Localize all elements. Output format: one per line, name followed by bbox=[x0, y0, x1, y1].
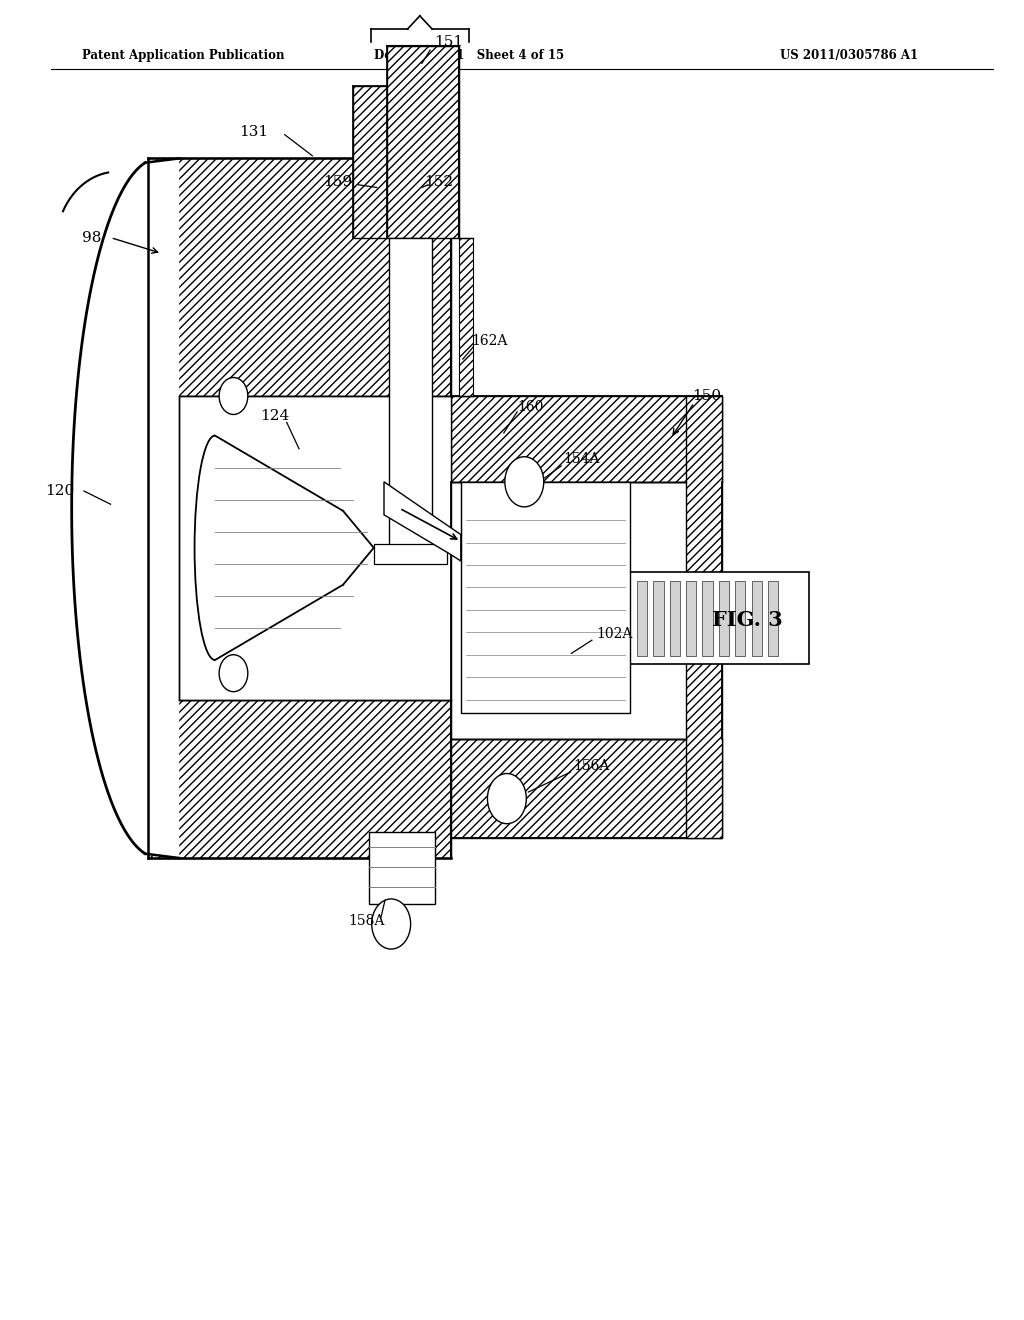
Text: Patent Application Publication: Patent Application Publication bbox=[82, 49, 285, 62]
Bar bbox=[369, 832, 435, 904]
Text: 152: 152 bbox=[424, 176, 453, 189]
Text: 162A: 162A bbox=[471, 334, 508, 347]
Bar bbox=[630, 572, 809, 664]
Polygon shape bbox=[353, 86, 387, 238]
Text: 156A: 156A bbox=[573, 759, 610, 772]
Bar bbox=[389, 238, 432, 548]
Text: 151: 151 bbox=[434, 36, 463, 49]
Text: 150: 150 bbox=[692, 389, 721, 403]
Polygon shape bbox=[686, 396, 722, 838]
Circle shape bbox=[219, 378, 248, 414]
Polygon shape bbox=[148, 158, 451, 396]
Bar bbox=[459, 238, 473, 396]
Circle shape bbox=[372, 899, 411, 949]
Text: 159: 159 bbox=[324, 176, 352, 189]
Text: 158A: 158A bbox=[348, 915, 385, 928]
Bar bbox=[702, 581, 713, 656]
Text: 102A: 102A bbox=[596, 627, 633, 640]
Polygon shape bbox=[384, 482, 461, 561]
Bar bbox=[374, 544, 447, 564]
Circle shape bbox=[219, 655, 248, 692]
Text: 154A: 154A bbox=[563, 453, 600, 466]
Polygon shape bbox=[451, 739, 722, 838]
Bar bbox=[735, 581, 745, 656]
Circle shape bbox=[487, 774, 526, 824]
Polygon shape bbox=[451, 396, 722, 482]
Text: Dec. 15, 2011   Sheet 4 of 15: Dec. 15, 2011 Sheet 4 of 15 bbox=[374, 49, 564, 62]
Circle shape bbox=[505, 457, 544, 507]
Bar bbox=[653, 581, 664, 656]
Text: 124: 124 bbox=[260, 409, 289, 422]
Bar bbox=[461, 482, 630, 713]
Bar bbox=[670, 581, 680, 656]
Text: 98: 98 bbox=[83, 231, 101, 244]
Polygon shape bbox=[72, 158, 179, 858]
Text: 160: 160 bbox=[517, 400, 544, 413]
Text: FIG. 3: FIG. 3 bbox=[712, 610, 783, 631]
Bar bbox=[768, 581, 778, 656]
Bar bbox=[686, 581, 696, 656]
Bar bbox=[719, 581, 729, 656]
Text: 131: 131 bbox=[240, 125, 268, 139]
Text: 120: 120 bbox=[45, 484, 74, 498]
Text: US 2011/0305786 A1: US 2011/0305786 A1 bbox=[780, 49, 919, 62]
Polygon shape bbox=[148, 700, 451, 858]
Bar bbox=[179, 396, 451, 700]
Polygon shape bbox=[387, 46, 459, 238]
Bar bbox=[752, 581, 762, 656]
Bar bbox=[637, 581, 647, 656]
